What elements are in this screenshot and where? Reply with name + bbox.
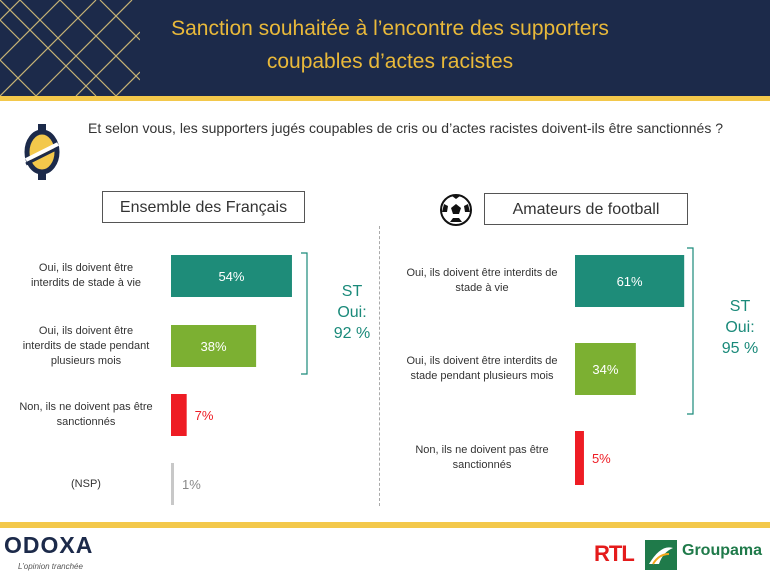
category-label-line: sanctionnés	[56, 416, 116, 428]
left-subtotal-line3: 92 %	[333, 325, 371, 342]
data-label-1-0: 61%	[617, 274, 643, 289]
bar-1-1	[575, 343, 636, 395]
subtotal-bracket-1	[687, 247, 694, 415]
category-label-line: Oui, ils doivent être interdits de	[406, 267, 558, 279]
data-label-0-0: 54%	[218, 269, 244, 284]
football-icon	[440, 194, 472, 226]
right-subtotal-line1: ST	[729, 298, 751, 315]
category-label-line: Non, ils ne doivent pas être	[415, 444, 549, 456]
data-label-0-3: 1%	[182, 477, 201, 492]
data-label-0-1: 38%	[201, 339, 227, 354]
category-label-line: interdits de stade à vie	[30, 277, 142, 289]
header-gold-strip	[0, 96, 770, 101]
groupama-logo: Groupama	[682, 542, 763, 559]
category-label-0-1: Oui, ils doivent être interdits de stade …	[10, 324, 162, 369]
bar-0-2	[171, 394, 187, 436]
category-label-line: Non, ils ne doivent pas être	[19, 401, 153, 413]
left-panel-title: Ensemble des Français	[102, 191, 305, 223]
odoxa-logo: ODOXA	[4, 532, 94, 558]
survey-question: Et selon vous, les supporters jugés coup…	[88, 120, 724, 136]
bar-1-2	[575, 431, 584, 485]
category-label-line: Oui, ils doivent être interdits de	[406, 355, 558, 367]
right-subtotal-line2: Oui:	[725, 319, 755, 336]
panel-divider	[379, 226, 380, 506]
bar-0-1	[171, 325, 257, 367]
right-panel-title: Amateurs de football	[484, 193, 688, 225]
category-label-line: plusieurs mois	[50, 354, 122, 367]
category-label-line: (NSP)	[71, 477, 101, 490]
groupama-leaf-icon	[645, 540, 677, 570]
header-banner: Sanction souhaitée à l’encontre des supp…	[0, 0, 770, 96]
footer-gold-strip	[0, 522, 770, 528]
category-label-line: sanctionnés	[452, 459, 512, 471]
bar-0-0	[171, 255, 292, 297]
odoxa-tagline: L’opinion tranchée	[18, 562, 83, 571]
left-subtotal-line1: ST	[341, 283, 363, 300]
odoxa-emblem-icon	[24, 124, 60, 180]
data-label-1-1: 34%	[592, 362, 618, 377]
bar-1-0	[575, 255, 685, 307]
category-label-0-0: Oui, ils doivent être interdits de stade …	[10, 261, 162, 291]
category-label-0-2: Non, ils ne doivent pas être sanctionnés	[10, 400, 162, 430]
category-label-1-1: Oui, ils doivent être interdits de stade …	[394, 354, 570, 384]
category-label-line: stade à vie	[455, 282, 509, 294]
data-label-1-2: 5%	[592, 451, 611, 466]
category-label-0-3: (NSP)	[10, 477, 162, 492]
left-subtotal-line2: Oui:	[337, 304, 367, 321]
right-subtotal-line3: 95 %	[721, 340, 759, 357]
category-label-line: stade pendant plusieurs mois	[410, 370, 554, 382]
category-label-line: Oui, ils doivent être	[38, 262, 134, 274]
diagonal-stripes-decoration	[0, 0, 140, 96]
title-line-2: coupables d’actes racistes	[266, 50, 514, 73]
right-subtotal-label: ST Oui: 95 %	[710, 296, 770, 359]
data-label-0-2: 7%	[195, 408, 214, 423]
title-line-1: Sanction souhaitée à l’encontre des supp…	[171, 17, 609, 40]
page-title: Sanction souhaitée à l’encontre des supp…	[150, 12, 630, 78]
category-label-line: interdits de stade pendant	[22, 339, 150, 352]
subtotal-bracket-0	[301, 252, 308, 375]
category-label-1-0: Oui, ils doivent être interdits de stade …	[394, 266, 570, 296]
category-label-1-2: Non, ils ne doivent pas être sanctionnés	[394, 443, 570, 473]
bar-0-3	[171, 463, 174, 505]
left-subtotal-label: ST Oui: 92 %	[322, 281, 382, 344]
category-label-line: Oui, ils doivent être	[38, 324, 134, 337]
rtl-logo: RTL	[594, 541, 635, 566]
